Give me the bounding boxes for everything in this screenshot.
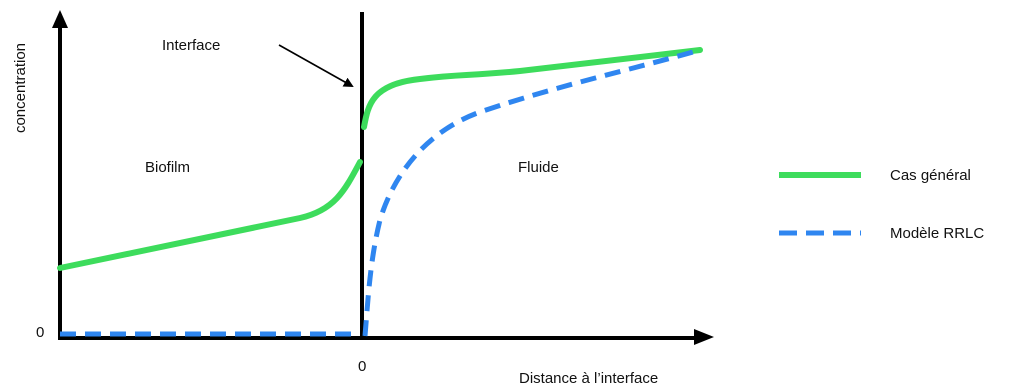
origin-y-label: 0 (36, 324, 44, 341)
interface-pointer-arrow (278, 44, 354, 87)
y-axis-arrowhead (52, 10, 68, 28)
general-case-curve-biofilm (57, 159, 363, 271)
region-biofilm-label: Biofilm (145, 159, 190, 176)
general-case-curve-fluid (361, 47, 703, 130)
x-axis-label: Distance à l’interface (519, 370, 658, 387)
legend-label-rrlc-model: Modèle RRLC (890, 225, 984, 242)
interface-label: Interface (162, 37, 220, 54)
legend: Cas général Modèle RRLC (779, 167, 984, 242)
rrlc-model-curve-fluid (362, 47, 701, 337)
x-axis-arrowhead (694, 329, 714, 345)
origin-x-label: 0 (358, 358, 366, 375)
region-fluid-label: Fluide (518, 159, 559, 176)
y-axis-label: concentration (12, 43, 29, 133)
legend-label-general-case: Cas général (890, 167, 971, 184)
